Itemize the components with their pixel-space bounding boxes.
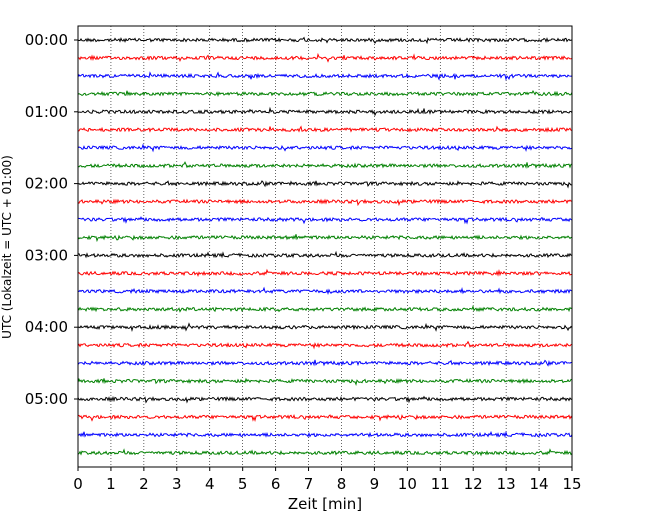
seismic-trace [77, 395, 573, 404]
x-tick-label: 7 [304, 475, 314, 493]
x-tick-label: 6 [271, 475, 281, 493]
y-tick-label: 00:00 [25, 31, 68, 49]
x-tick-label: 15 [562, 475, 581, 493]
y-axis-label: UTC (Lokalzeit = UTC + 01:00) [0, 155, 14, 339]
x-tick-label: 1 [106, 475, 116, 493]
seismic-trace [77, 448, 573, 457]
trace-group [77, 36, 573, 457]
x-tick-label: 0 [73, 475, 83, 493]
seismic-trace [77, 89, 573, 97]
y-tick-label: 05:00 [25, 390, 68, 408]
seismic-trace [77, 286, 573, 296]
y-tick-label: 04:00 [25, 318, 68, 336]
seismic-trace [77, 52, 573, 63]
x-tick-label: 10 [398, 475, 417, 493]
y-tick-label: 03:00 [25, 246, 68, 264]
seismic-trace [77, 71, 573, 81]
seismic-trace [77, 268, 573, 278]
x-tick-label: 14 [530, 475, 549, 493]
x-tick-label: 5 [238, 475, 248, 493]
x-axis-label: Zeit [min] [288, 495, 362, 513]
seismic-trace [77, 125, 573, 133]
x-tick-label: 9 [370, 475, 380, 493]
seismic-trace [77, 250, 573, 259]
x-tick-label: 4 [205, 475, 215, 493]
seismic-trace [77, 340, 573, 350]
x-tick-label: 3 [172, 475, 182, 493]
seismic-trace [77, 359, 573, 367]
seismic-trace [77, 198, 573, 207]
seismic-trace [77, 143, 573, 153]
seismic-trace [77, 180, 573, 189]
x-tick-label: 12 [464, 475, 483, 493]
y-axis-ticks: 00:00 01:00 02:00 03:00 04:00 05:00 [25, 31, 78, 408]
seismic-trace [77, 322, 573, 333]
seismic-trace [77, 161, 573, 169]
seismic-trace [77, 304, 573, 313]
seismic-trace [77, 106, 573, 117]
seismic-trace [77, 430, 573, 438]
plot-frame [77, 25, 573, 468]
x-tick-label: 2 [139, 475, 149, 493]
seismic-trace [77, 216, 573, 225]
y-tick-label: 02:00 [25, 175, 68, 193]
y-tick-label: 01:00 [25, 103, 68, 121]
seismic-trace [77, 377, 573, 387]
seismic-trace [77, 234, 573, 243]
x-tick-label: 8 [337, 475, 347, 493]
x-tick-label: 13 [497, 475, 516, 493]
x-axis-ticks: 0 1 2 3 4 5 6 7 8 9 10 11 12 13 14 15 [73, 467, 582, 493]
seismic-trace [77, 414, 573, 423]
x-tick-label: 11 [431, 475, 450, 493]
seismic-trace [77, 36, 573, 45]
